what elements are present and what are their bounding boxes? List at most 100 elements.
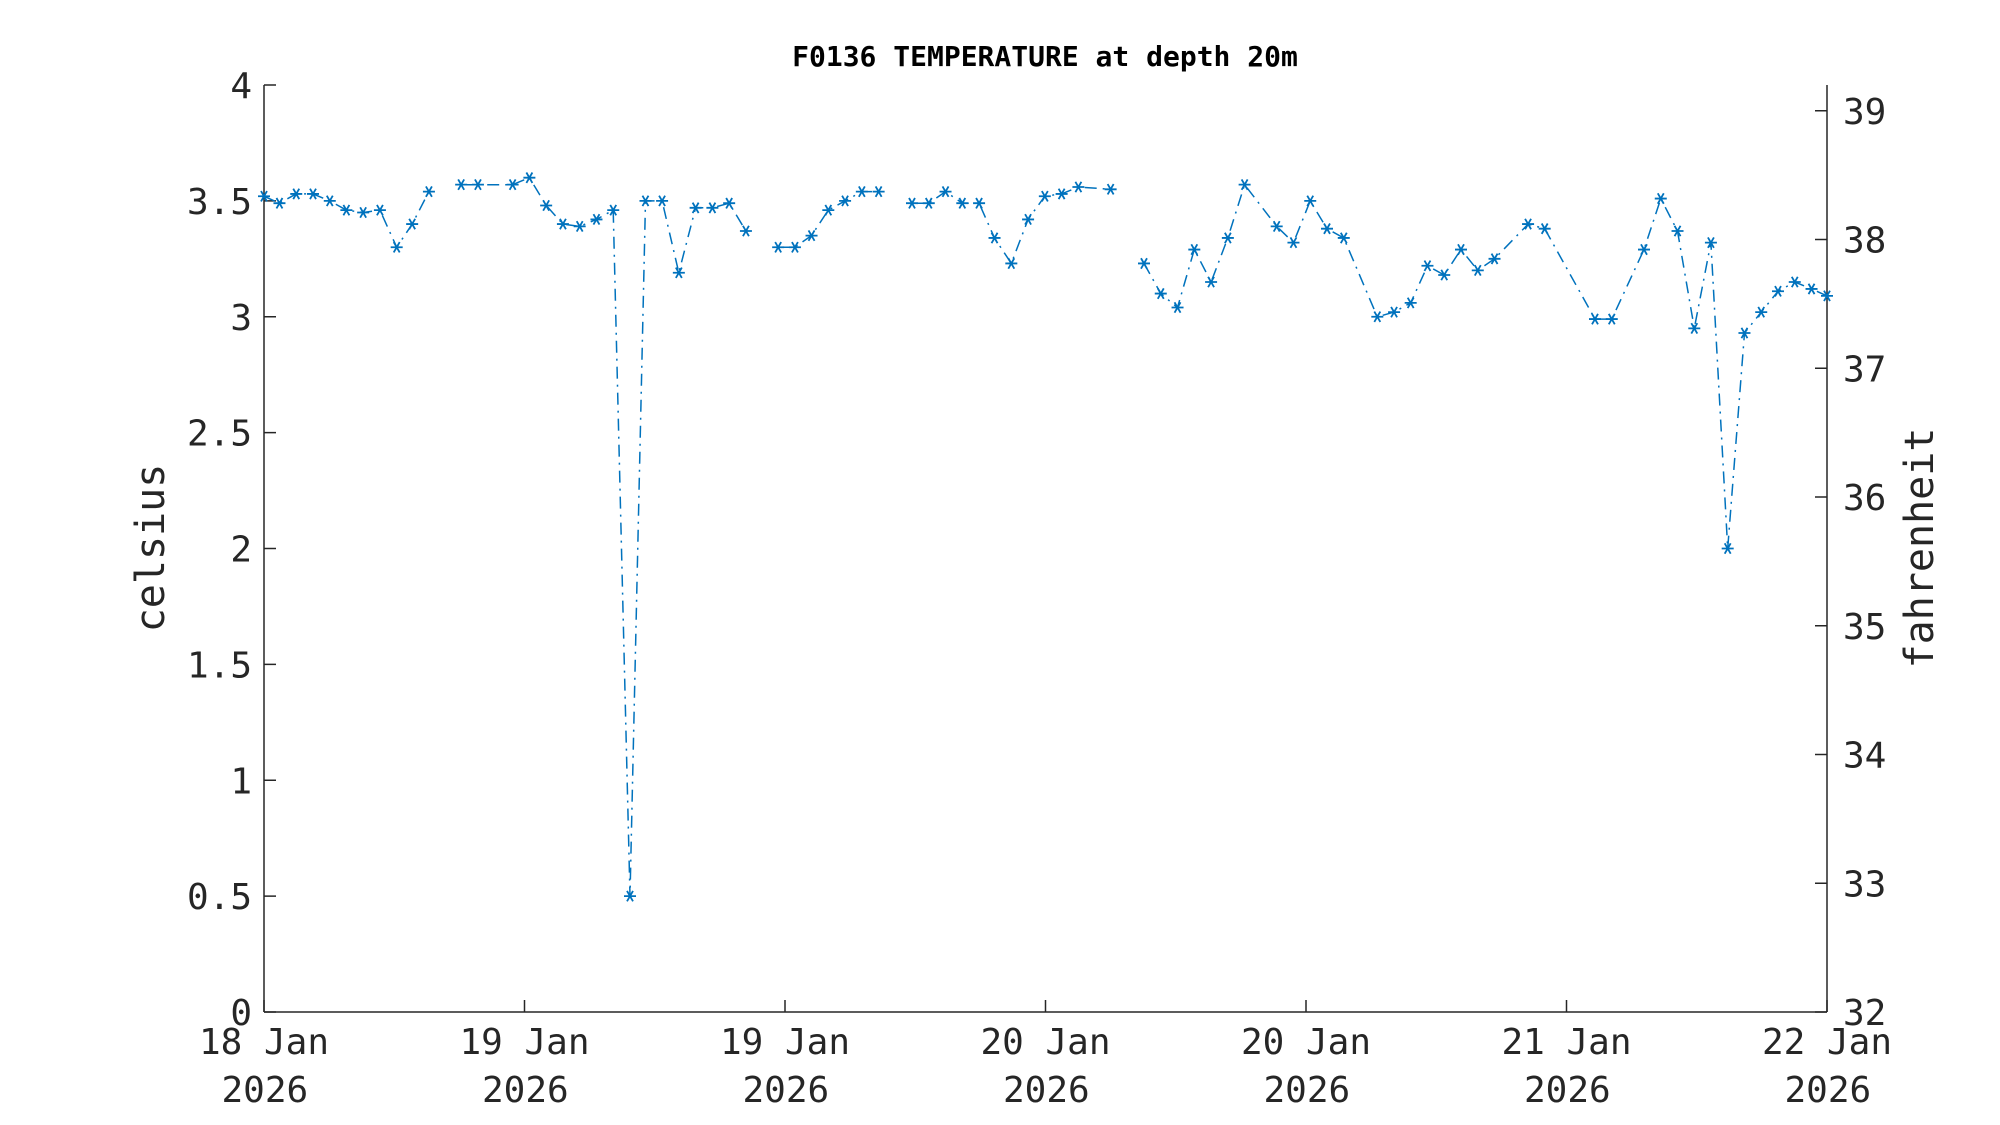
y-tick-label: 3.5 xyxy=(187,182,252,223)
y2-axis-label: fahrenheit xyxy=(1897,428,1943,669)
data-point xyxy=(1522,218,1535,230)
data-point xyxy=(1404,297,1417,309)
data-point xyxy=(1388,306,1401,318)
x-tick-label: 18 Jan 2026 xyxy=(199,1022,329,1111)
data-point xyxy=(1755,306,1768,318)
data-point xyxy=(1104,183,1117,195)
data-point xyxy=(1171,301,1184,314)
x-tick-label: 20 Jan 2026 xyxy=(980,1022,1110,1111)
y2-tick-label: 34 xyxy=(1843,736,1886,777)
data-point xyxy=(1654,192,1667,205)
data-point xyxy=(839,195,852,207)
data-point xyxy=(956,197,969,209)
y-tick-label: 3 xyxy=(230,298,252,339)
data-point xyxy=(1270,220,1283,233)
data-point xyxy=(1371,311,1384,323)
data-point xyxy=(573,220,586,233)
data-point xyxy=(772,241,785,253)
y-tick-label: 1 xyxy=(230,761,252,802)
data-point xyxy=(639,195,652,207)
data-point xyxy=(1055,188,1068,200)
data-point xyxy=(1438,269,1451,281)
data-point xyxy=(656,195,669,207)
data-point xyxy=(506,179,519,191)
data-point xyxy=(1321,223,1333,235)
y-tick-label: 1.5 xyxy=(187,645,252,686)
data-point xyxy=(523,172,536,184)
chart-title: F0136 TEMPERATURE at depth 20m xyxy=(792,40,1298,73)
y2-tick-label: 38 xyxy=(1843,221,1886,262)
data-line xyxy=(263,176,1828,897)
data-point xyxy=(556,218,569,230)
data-point xyxy=(340,204,353,216)
data-point xyxy=(822,204,835,216)
data-point xyxy=(1821,290,1833,302)
data-point xyxy=(455,179,468,191)
data-point xyxy=(1455,243,1467,256)
data-point xyxy=(290,188,303,200)
data-point xyxy=(723,197,736,209)
y-tick-label: 0.5 xyxy=(187,877,252,918)
data-point xyxy=(540,199,553,212)
data-point xyxy=(1688,322,1701,334)
data-point xyxy=(988,232,1001,244)
data-point xyxy=(1721,542,1734,555)
y2-tick-label: 35 xyxy=(1843,607,1886,648)
data-point xyxy=(855,185,868,198)
data-point xyxy=(323,195,336,207)
data-point xyxy=(1022,213,1035,226)
data-point xyxy=(1638,243,1650,256)
data-point xyxy=(1538,223,1551,235)
data-point xyxy=(1605,313,1618,325)
data-point xyxy=(1471,264,1484,277)
data-point xyxy=(1788,276,1801,288)
data-point xyxy=(258,190,270,202)
x-tick-label: 20 Jan 2026 xyxy=(1241,1022,1371,1111)
data-point xyxy=(1671,225,1684,237)
y2-tick-label: 36 xyxy=(1843,478,1886,519)
y-tick-label: 2.5 xyxy=(187,414,252,455)
y-axis-label: celsius xyxy=(128,464,174,633)
data-point xyxy=(788,241,801,253)
x-tick-label: 22 Jan 2026 xyxy=(1762,1022,1892,1111)
data-point xyxy=(1205,276,1218,288)
data-point xyxy=(805,229,818,242)
y-tick-label: 0 xyxy=(230,993,252,1034)
data-point xyxy=(357,206,370,219)
data-point xyxy=(1337,232,1350,244)
data-point xyxy=(273,197,286,209)
x-tick-label: 21 Jan 2026 xyxy=(1501,1022,1631,1111)
data-point xyxy=(1221,232,1234,244)
data-point xyxy=(1138,257,1150,270)
data-point xyxy=(1704,236,1717,249)
data-point xyxy=(1188,243,1201,256)
data-point xyxy=(1038,190,1051,202)
data-point xyxy=(1488,253,1501,265)
data-point xyxy=(689,202,702,214)
data-point xyxy=(922,197,935,209)
x-tick-label: 19 Jan 2026 xyxy=(459,1022,589,1111)
y2-tick-label: 37 xyxy=(1843,349,1886,390)
data-point xyxy=(939,185,952,198)
data-point xyxy=(973,197,986,209)
data-point xyxy=(1588,313,1601,325)
y2-tick-label: 39 xyxy=(1843,92,1886,133)
data-point xyxy=(739,225,752,237)
data-point xyxy=(590,213,603,226)
y-tick-label: 4 xyxy=(230,66,252,107)
data-point xyxy=(1421,260,1434,272)
y-tick-label: 2 xyxy=(230,530,252,571)
data-point xyxy=(471,179,484,191)
data-point xyxy=(905,197,918,209)
data-point xyxy=(1005,257,1018,270)
data-point xyxy=(1238,179,1251,191)
data-point xyxy=(307,188,320,200)
y2-tick-label: 33 xyxy=(1843,864,1886,905)
data-point xyxy=(1771,285,1784,297)
data-point xyxy=(373,204,386,216)
x-tick-label: 19 Jan 2026 xyxy=(720,1022,850,1111)
data-point xyxy=(1738,327,1751,339)
data-point xyxy=(1154,287,1167,300)
